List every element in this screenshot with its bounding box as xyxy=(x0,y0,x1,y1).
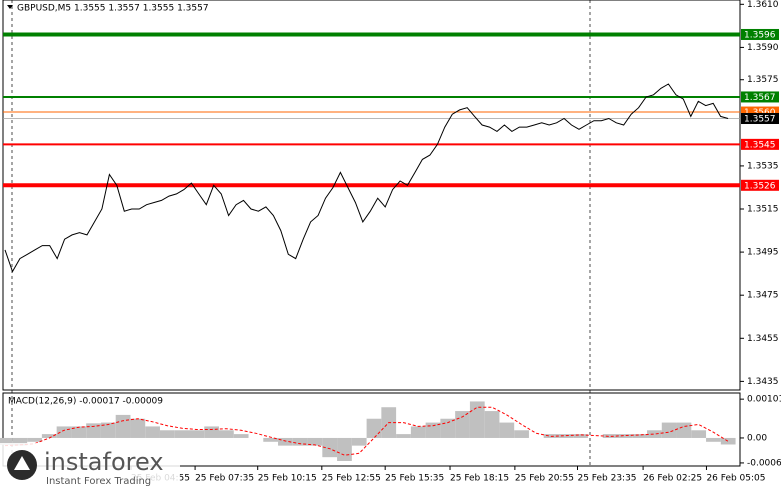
y-tick-label: 1.3475 xyxy=(747,291,779,301)
y-tick-label: 1.3515 xyxy=(747,205,779,215)
histogram-bar xyxy=(647,430,662,438)
y-tick-label: 0.00101 xyxy=(747,395,781,405)
level-label-box xyxy=(741,113,779,125)
histogram-bar xyxy=(189,430,205,438)
signal-line xyxy=(4,406,729,456)
indicator-title: MACD(12,26,9) -0.00017 -0.00009 xyxy=(8,397,163,407)
level-label-box xyxy=(741,91,779,103)
y-tick-label: 1.3575 xyxy=(747,75,779,85)
y-tick-label: 1.3610 xyxy=(747,0,779,10)
logo: instaforex Instant Forex Trading xyxy=(0,443,180,487)
histogram-bar xyxy=(278,437,293,446)
y-tick-label: 1.3535 xyxy=(747,161,779,171)
histogram-bar xyxy=(219,430,234,438)
logo-icon-mark xyxy=(14,456,30,470)
histogram-bar xyxy=(86,423,101,438)
histogram-bar xyxy=(573,434,588,438)
level-label: 1.3596 xyxy=(744,30,776,40)
histogram-bar xyxy=(617,434,633,438)
histogram-bar xyxy=(233,434,249,438)
level-label: 1.3567 xyxy=(744,93,776,103)
level-label-box xyxy=(741,138,779,150)
histogram-bar xyxy=(706,437,721,442)
histogram-bar xyxy=(41,434,57,438)
panes xyxy=(2,0,741,467)
x-tick-label: 26 Feb 05:05 xyxy=(706,474,765,484)
histogram-bar xyxy=(71,426,87,438)
x-tick-label: 25 Feb 20:55 xyxy=(515,474,574,484)
x-tick-label: 25 Feb 07:35 xyxy=(195,474,254,484)
histogram-bar xyxy=(602,434,618,438)
y-tick-label: 1.3590 xyxy=(747,43,779,53)
histogram-bar xyxy=(204,426,220,438)
histogram-bar xyxy=(632,434,648,438)
histogram-bar xyxy=(691,430,707,438)
histogram-bar xyxy=(676,422,692,438)
x-tick-label: 25 Feb 12:55 xyxy=(322,474,381,484)
histogram-bar xyxy=(145,426,160,438)
y-tick-label: 1.3495 xyxy=(747,248,779,258)
histogram-bar xyxy=(351,437,367,446)
histogram-bar xyxy=(27,437,42,442)
histogram-bar xyxy=(661,422,677,438)
histogram-bar xyxy=(174,430,190,438)
histogram-bar xyxy=(455,411,470,438)
histogram-bar xyxy=(307,437,323,446)
main-pane xyxy=(2,0,741,391)
level-label: 1.3545 xyxy=(744,140,776,150)
histogram-bar xyxy=(469,401,485,438)
histogram-bar xyxy=(440,418,456,438)
level-label-box xyxy=(741,179,779,191)
level-label: 1.3557 xyxy=(744,115,776,125)
histogram-bar xyxy=(0,437,13,445)
histogram-bar xyxy=(56,426,72,438)
histogram-bar xyxy=(396,434,411,438)
level-label-box xyxy=(741,106,779,118)
chart-title: GBPUSD,M5 1.3555 1.3557 1.3555 1.3557 xyxy=(17,4,209,14)
histogram-bar xyxy=(425,422,441,438)
histogram-bar xyxy=(499,422,515,438)
histogram-bar xyxy=(484,411,500,438)
histogram-bar xyxy=(514,430,529,438)
histogram-bar xyxy=(322,437,338,458)
y-tick-label: -0.00065 xyxy=(747,458,781,468)
y-tick-label: 0.00 xyxy=(747,433,767,443)
logo-brand: instaforex xyxy=(44,448,164,476)
x-tick-label: 25 Feb 18:15 xyxy=(450,474,509,484)
histogram-bar xyxy=(159,430,175,438)
histogram-bar xyxy=(292,437,308,446)
y-tick-label: 1.3455 xyxy=(747,334,779,344)
macd-pane xyxy=(2,392,741,467)
histogram-bar xyxy=(366,418,382,438)
logo-tagline: Instant Forex Trading xyxy=(46,476,151,487)
price-line xyxy=(4,83,729,273)
x-tick-label: 25 Feb 10:15 xyxy=(258,474,317,484)
level-label-box xyxy=(741,28,779,40)
histogram-bar xyxy=(100,422,116,438)
histogram-bar xyxy=(263,437,279,442)
histogram-bar xyxy=(720,437,736,445)
x-tick-label: 25 Feb 15:35 xyxy=(385,474,444,484)
histogram-bar xyxy=(410,426,426,438)
histogram-bar xyxy=(12,437,28,446)
menu-arrow xyxy=(7,5,13,9)
x-tick-label: 25 Feb 23:35 xyxy=(577,474,636,484)
y-tick-label: 1.3435 xyxy=(747,377,779,387)
x-tick-label: 26 Feb 02:25 xyxy=(643,474,702,484)
level-label: 1.3526 xyxy=(744,181,776,191)
histogram-bar xyxy=(115,414,131,438)
histogram-bar xyxy=(337,437,352,462)
histogram-bar xyxy=(130,418,146,438)
